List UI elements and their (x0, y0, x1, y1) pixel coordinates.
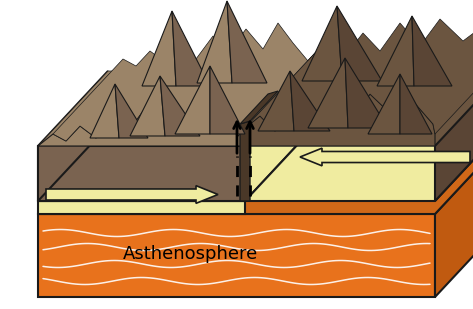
Polygon shape (130, 76, 165, 136)
Polygon shape (160, 76, 200, 136)
Polygon shape (175, 66, 210, 134)
Polygon shape (245, 19, 473, 134)
Polygon shape (38, 201, 245, 214)
Polygon shape (435, 71, 473, 201)
Polygon shape (38, 126, 315, 201)
Polygon shape (38, 146, 245, 201)
Polygon shape (258, 71, 294, 131)
Polygon shape (368, 74, 400, 134)
Polygon shape (38, 98, 245, 146)
Polygon shape (90, 84, 119, 138)
Polygon shape (345, 58, 388, 128)
Polygon shape (38, 71, 315, 146)
Polygon shape (142, 11, 176, 86)
Polygon shape (240, 91, 278, 124)
Polygon shape (38, 139, 473, 214)
Polygon shape (38, 71, 108, 201)
Polygon shape (337, 6, 382, 81)
Polygon shape (435, 139, 473, 297)
Polygon shape (38, 214, 435, 297)
Polygon shape (308, 58, 348, 128)
Polygon shape (245, 94, 435, 146)
Polygon shape (197, 1, 232, 83)
Polygon shape (290, 71, 330, 131)
Polygon shape (245, 71, 473, 146)
Polygon shape (227, 1, 267, 83)
Polygon shape (240, 121, 250, 201)
Text: Asthenosphere: Asthenosphere (123, 245, 258, 263)
Polygon shape (400, 74, 432, 134)
Polygon shape (412, 16, 452, 86)
Polygon shape (53, 23, 315, 141)
Polygon shape (210, 66, 245, 134)
FancyArrow shape (300, 148, 470, 166)
FancyArrow shape (46, 186, 218, 203)
Polygon shape (172, 11, 210, 86)
Polygon shape (115, 84, 148, 138)
Polygon shape (377, 16, 414, 86)
Polygon shape (245, 126, 473, 201)
Polygon shape (302, 6, 342, 81)
